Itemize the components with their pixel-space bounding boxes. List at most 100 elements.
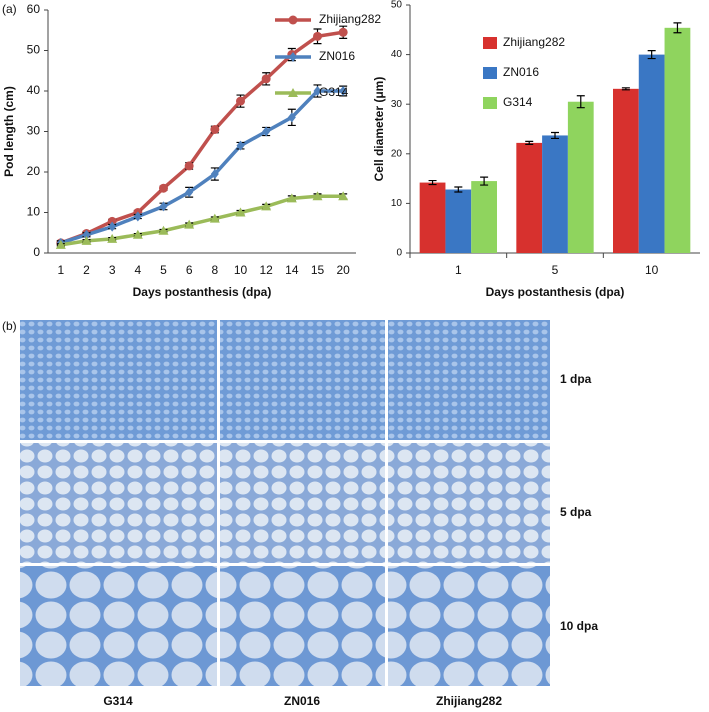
y-tick-label: 40 [27, 83, 41, 97]
marker [107, 233, 118, 243]
x-tick-label: 10 [645, 263, 659, 277]
marker [312, 191, 323, 201]
x-tick-label: 8 [211, 263, 218, 277]
marker [210, 124, 220, 134]
x-tick-label: 14 [285, 263, 299, 277]
micrograph-grid [20, 320, 550, 686]
error-bar [673, 22, 682, 34]
legend-label: G314 [503, 95, 533, 109]
marker [184, 219, 195, 229]
x-tick-label: 1 [57, 263, 64, 277]
marker [288, 88, 298, 97]
marker [236, 140, 245, 151]
marker [210, 169, 219, 180]
x-tick-label: 20 [336, 263, 350, 277]
y-tick-label: 10 [391, 198, 403, 209]
y-tick-label: 20 [391, 148, 403, 159]
legend-swatch [483, 67, 497, 79]
micrograph [20, 566, 217, 686]
micrograph [388, 566, 550, 686]
line [60, 194, 344, 247]
error-bar [576, 95, 585, 109]
bar [638, 54, 665, 253]
marker [132, 229, 143, 239]
legend-label: Zhijiang282 [503, 35, 565, 49]
marker [185, 187, 194, 198]
y-tick-label: 60 [27, 2, 41, 16]
micrograph [20, 320, 217, 440]
x-tick-label: 12 [259, 263, 273, 277]
error-bar [454, 186, 463, 193]
y-tick-label: 50 [27, 43, 41, 57]
legend-label: ZN016 [319, 49, 355, 63]
y-tick-label: 10 [27, 205, 41, 219]
bar [419, 182, 446, 253]
y-tick-label: 0 [396, 248, 402, 259]
marker [261, 74, 271, 84]
micrograph [220, 566, 385, 686]
micrograph [20, 443, 217, 563]
x-tick-label: 15 [311, 263, 325, 277]
error-bar [647, 50, 656, 60]
y-tick-label: 30 [27, 124, 41, 138]
x-tick-label: 5 [160, 263, 167, 277]
micrograph [388, 320, 550, 440]
marker [158, 225, 169, 235]
bar [471, 181, 497, 253]
y-tick-label: 0 [33, 245, 40, 259]
x-tick-label: 5 [552, 263, 559, 277]
row-label: 1 dpa [560, 372, 592, 386]
bar [516, 142, 543, 253]
legend-swatch [483, 37, 497, 49]
legend-label: G314 [319, 85, 349, 99]
y-tick-label: 30 [391, 99, 403, 110]
y-tick-label: 20 [27, 164, 41, 178]
x-tick-label: 10 [234, 263, 248, 277]
legend-swatch [483, 97, 497, 109]
marker [55, 239, 66, 249]
column-label: G314 [103, 694, 133, 708]
line [60, 89, 344, 245]
panel-label: (b) [2, 319, 17, 333]
error-bar [621, 87, 630, 91]
legend-label: ZN016 [503, 65, 539, 79]
marker [288, 15, 298, 25]
marker [236, 96, 245, 106]
error-bar [428, 179, 437, 186]
micrograph [388, 443, 550, 563]
marker [287, 112, 296, 123]
x-tick-label: 1 [455, 263, 462, 277]
x-tick-label: 6 [186, 263, 193, 277]
y-tick-label: 40 [391, 49, 403, 60]
marker [339, 86, 348, 96]
bar [445, 189, 472, 253]
x-axis-label: Days postanthesis (dpa) [486, 285, 625, 299]
column-label: Zhijiang282 [436, 694, 502, 708]
marker [133, 211, 142, 222]
marker [313, 31, 322, 41]
marker [338, 191, 349, 201]
error-bar [551, 131, 559, 140]
marker [184, 161, 194, 171]
x-tick-label: 2 [83, 263, 90, 277]
marker [313, 86, 322, 96]
y-tick-label: 50 [391, 0, 403, 11]
legend-label: Zhijiang282 [319, 12, 381, 26]
bar [613, 88, 639, 253]
marker [262, 126, 271, 137]
marker [81, 235, 92, 245]
x-tick-label: 3 [109, 263, 116, 277]
marker [261, 201, 272, 211]
column-label: ZN016 [284, 694, 320, 708]
marker [107, 216, 117, 226]
line [60, 30, 344, 245]
bar [542, 135, 568, 253]
row-label: 5 dpa [560, 505, 592, 519]
marker [286, 193, 297, 203]
marker [289, 52, 297, 62]
x-axis-label: Days postanthesis (dpa) [133, 285, 272, 299]
marker [159, 201, 168, 212]
error-bar [480, 176, 489, 186]
marker [82, 229, 91, 240]
